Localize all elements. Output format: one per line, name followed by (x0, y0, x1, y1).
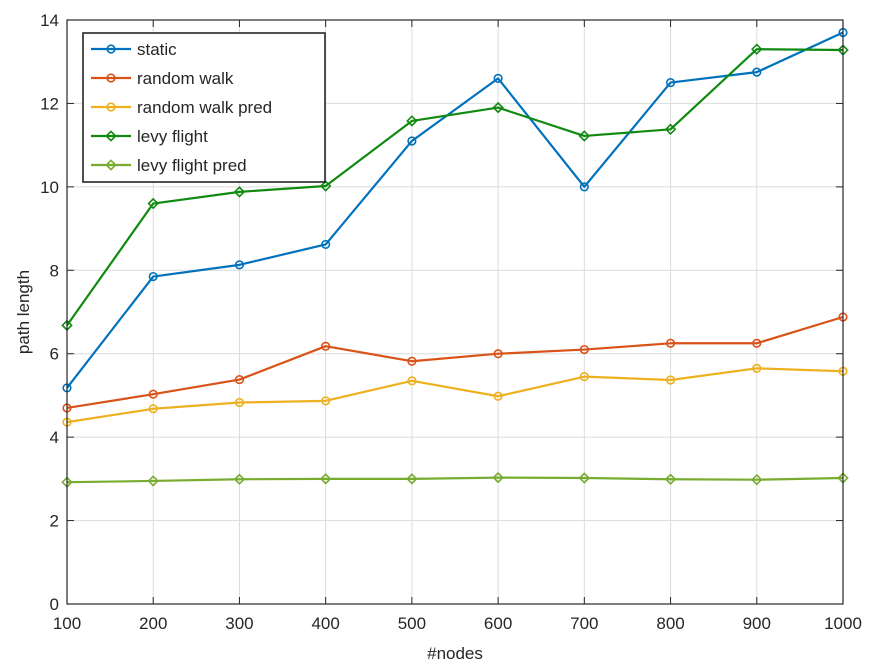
legend-swatch-marker (106, 102, 116, 112)
legend: static random walk random walk pred levy fl… (82, 32, 326, 183)
data-point-random-walk-pred (493, 391, 503, 401)
data-point-levy-flight-pred (406, 473, 418, 485)
axis-ticks: 100 200 300 400 500 600 700 800 900 1000 0 2 4 6 8 10 12… (40, 11, 862, 633)
x-tick-label: 500 (398, 614, 426, 633)
legend-label: levy flight pred (137, 156, 247, 175)
y-tick-label: 14 (40, 11, 59, 30)
x-tick-label: 100 (53, 614, 81, 633)
data-point-random-walk-pred (752, 363, 762, 373)
legend-swatch-marker (106, 44, 116, 54)
data-point-levy-flight (751, 43, 763, 55)
data-point-random-walk-pred (321, 396, 331, 406)
data-point-levy-flight (233, 186, 246, 198)
series-line-random-walk-pred (66, 367, 844, 424)
legend-item-levy-flight-pred: levy flight pred (91, 156, 247, 175)
x-tick-label: 900 (743, 614, 771, 633)
x-tick-label: 400 (311, 614, 339, 633)
data-point-levy-flight (664, 123, 677, 136)
data-point-levy-flight (492, 101, 504, 114)
data-point-random-walk (234, 374, 245, 385)
data-point-levy-flight-pred (319, 473, 332, 485)
data-point-random-walk (579, 344, 589, 355)
series-line-levy-flight (66, 48, 844, 326)
x-axis-label: #nodes (427, 644, 483, 663)
legend-item-levy-flight: levy flight (91, 127, 208, 146)
legend-label: static (137, 40, 177, 59)
plot-frame (66, 19, 844, 605)
x-tick-label: 700 (570, 614, 598, 633)
y-tick-label: 10 (40, 178, 59, 197)
data-point-random-walk (321, 341, 331, 351)
data-point-levy-flight-pred (578, 472, 591, 484)
x-tick-label: 200 (139, 614, 167, 633)
series-levy-flight (61, 43, 849, 332)
legend-item-static: static (91, 40, 177, 59)
x-tick-label: 1000 (824, 614, 862, 633)
data-point-levy-flight (147, 197, 159, 210)
y-tick-label: 8 (50, 261, 59, 280)
legend-swatch-marker (106, 73, 116, 83)
data-point-static (148, 271, 158, 282)
series-static (62, 27, 848, 393)
data-point-random-walk (493, 349, 503, 359)
data-point-levy-flight-pred (751, 473, 763, 486)
y-tick-label: 12 (40, 94, 59, 113)
data-point-levy-flight (578, 130, 591, 142)
y-tick-label: 2 (50, 512, 59, 531)
y-axis-label: path length (14, 270, 33, 354)
data-point-levy-flight-pred (233, 473, 246, 486)
legend-label: random walk pred (137, 98, 272, 117)
x-tick-label: 800 (656, 614, 684, 633)
data-point-static (665, 77, 676, 88)
series-line-static (66, 31, 844, 389)
data-point-levy-flight (406, 115, 418, 127)
x-tick-label: 300 (225, 614, 253, 633)
data-point-levy-flight-pred (492, 471, 504, 484)
legend-label: random walk (137, 69, 234, 88)
series-line-random-walk (66, 315, 844, 410)
data-point-levy-flight-pred (664, 473, 677, 486)
legend-item-random-walk: random walk (91, 69, 234, 88)
y-tick-label: 6 (50, 345, 59, 364)
legend-label: levy flight (137, 127, 208, 146)
data-point-static (321, 239, 331, 250)
data-point-static (493, 73, 503, 83)
data-point-random-walk (665, 338, 676, 348)
data-point-levy-flight-pred (147, 475, 159, 487)
data-point-random-walk-pred (148, 404, 158, 414)
data-point-static (579, 182, 589, 192)
data-point-random-walk-pred (407, 376, 417, 386)
legend-swatch-marker (105, 159, 117, 171)
legend-swatch-marker (105, 130, 117, 142)
data-point-random-walk-pred (579, 372, 589, 382)
data-point-static (234, 260, 245, 270)
data-point-random-walk (752, 338, 762, 348)
data-point-random-walk-pred (665, 375, 676, 385)
series-layer (61, 27, 849, 488)
data-point-static (407, 136, 417, 146)
data-point-random-walk (148, 389, 158, 399)
data-point-random-walk-pred (234, 397, 245, 408)
y-tick-label: 4 (50, 428, 59, 447)
data-point-levy-flight (319, 180, 332, 192)
y-tick-label: 0 (50, 595, 59, 614)
data-point-static (752, 67, 762, 77)
legend-item-random-walk-pred: random walk pred (91, 98, 272, 117)
data-point-random-walk (407, 356, 417, 366)
series-line-levy-flight-pred (66, 476, 844, 484)
x-tick-label: 600 (484, 614, 512, 633)
